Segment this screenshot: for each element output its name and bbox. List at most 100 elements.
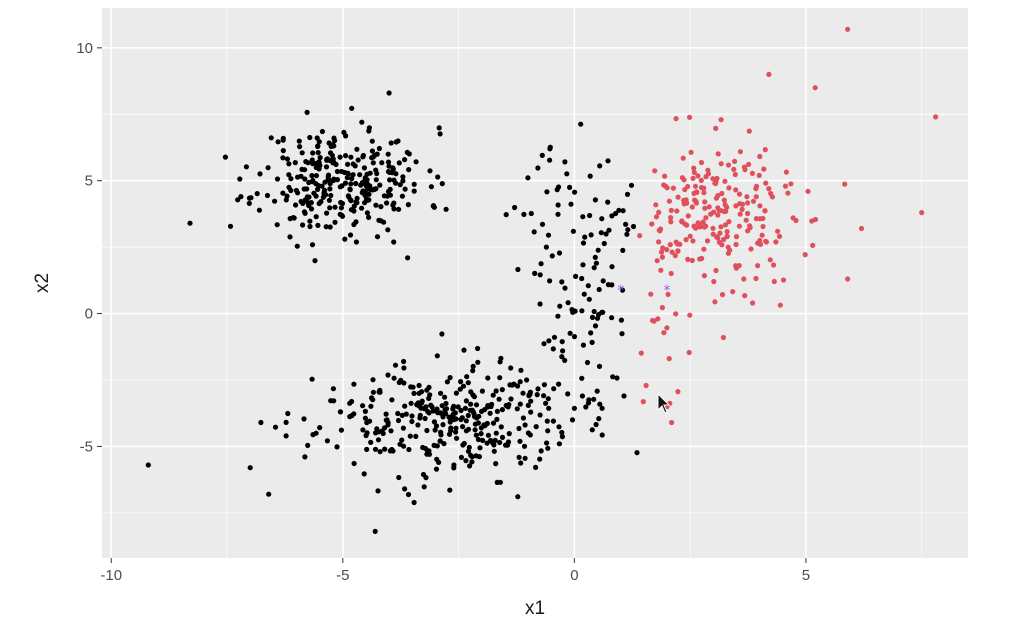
data-point: [766, 186, 772, 192]
data-point: [685, 213, 691, 219]
data-point: [338, 205, 344, 211]
data-point: [744, 194, 750, 200]
data-point: [472, 427, 478, 433]
data-point: [411, 188, 417, 194]
data-point: [257, 171, 263, 177]
data-point: [473, 402, 480, 408]
data-point: [695, 173, 701, 179]
data-point: [286, 161, 292, 167]
data-point: [342, 236, 348, 242]
data-point: [673, 116, 679, 122]
data-point: [434, 353, 440, 359]
data-point: [546, 338, 552, 344]
data-point: [428, 184, 434, 190]
data-point: [527, 432, 533, 438]
data-point: [746, 128, 752, 134]
data-point: [337, 184, 343, 190]
data-point: [668, 270, 674, 277]
data-point: [573, 273, 579, 279]
data-point: [591, 265, 597, 271]
data-point: [315, 186, 321, 192]
data-point: [592, 323, 599, 329]
data-point: [845, 276, 851, 282]
data-point: [717, 230, 723, 236]
data-point: [497, 359, 503, 365]
data-point: [323, 164, 330, 170]
data-point: [288, 176, 294, 182]
data-point: [509, 382, 515, 388]
data-point: [469, 459, 475, 465]
data-point: [621, 393, 627, 399]
data-point: [698, 177, 704, 183]
data-point: [450, 413, 456, 419]
data-point: [437, 410, 444, 416]
data-point: [387, 448, 393, 454]
data-point: [388, 428, 394, 434]
data-point: [616, 207, 622, 213]
data-point: [570, 228, 577, 234]
data-point: [628, 182, 635, 188]
data-point: [673, 311, 679, 317]
data-point: [594, 388, 600, 394]
data-point: [343, 153, 349, 159]
data-point: [535, 386, 541, 392]
data-point: [565, 391, 571, 397]
data-point: [403, 411, 409, 417]
data-point: [579, 393, 586, 399]
data-point: [237, 176, 243, 182]
data-point: [406, 167, 412, 173]
data-point: [674, 208, 680, 214]
data-point: [327, 186, 333, 192]
data-point: [430, 408, 436, 414]
data-point: [704, 238, 711, 244]
data-point: [665, 291, 671, 297]
data-point: [743, 217, 749, 223]
data-point: [458, 379, 464, 385]
data-point: [373, 186, 379, 192]
data-point: [805, 188, 811, 194]
data-point: [266, 491, 272, 497]
data-point: [364, 210, 370, 216]
data-point: [568, 201, 574, 207]
data-point: [567, 330, 573, 336]
data-point: [528, 210, 534, 217]
data-point: [539, 152, 545, 158]
data-point: [653, 214, 660, 220]
data-point: [722, 178, 728, 184]
data-point: [425, 408, 431, 415]
data-point: [440, 422, 446, 428]
data-point: [589, 314, 596, 320]
data-point: [677, 241, 683, 247]
data-point: [337, 154, 343, 160]
data-point: [760, 223, 766, 230]
data-point: [385, 151, 391, 157]
data-point: [769, 194, 776, 200]
data-point: [411, 390, 417, 396]
data-point: [516, 454, 522, 460]
data-point: [721, 197, 727, 203]
data-point: [749, 170, 756, 176]
data-point: [373, 177, 379, 183]
data-point: [605, 158, 611, 164]
data-point: [681, 177, 687, 183]
data-point: [327, 224, 333, 230]
data-point: [400, 425, 406, 431]
data-point: [532, 270, 538, 276]
data-point: [366, 125, 372, 131]
data-point: [467, 463, 473, 469]
data-point: [431, 419, 437, 425]
data-point: [503, 212, 509, 218]
data-point: [535, 165, 541, 171]
data-point: [302, 454, 308, 460]
data-point: [686, 349, 692, 356]
data-point: [406, 446, 412, 453]
data-point: [309, 242, 316, 248]
data-point: [739, 206, 745, 212]
data-point: [433, 423, 440, 429]
cluster-b-points: [637, 26, 939, 426]
data-point: [661, 182, 667, 188]
data-point: [506, 431, 512, 437]
data-point: [593, 260, 600, 266]
data-point: [533, 464, 539, 470]
data-point: [782, 183, 789, 189]
